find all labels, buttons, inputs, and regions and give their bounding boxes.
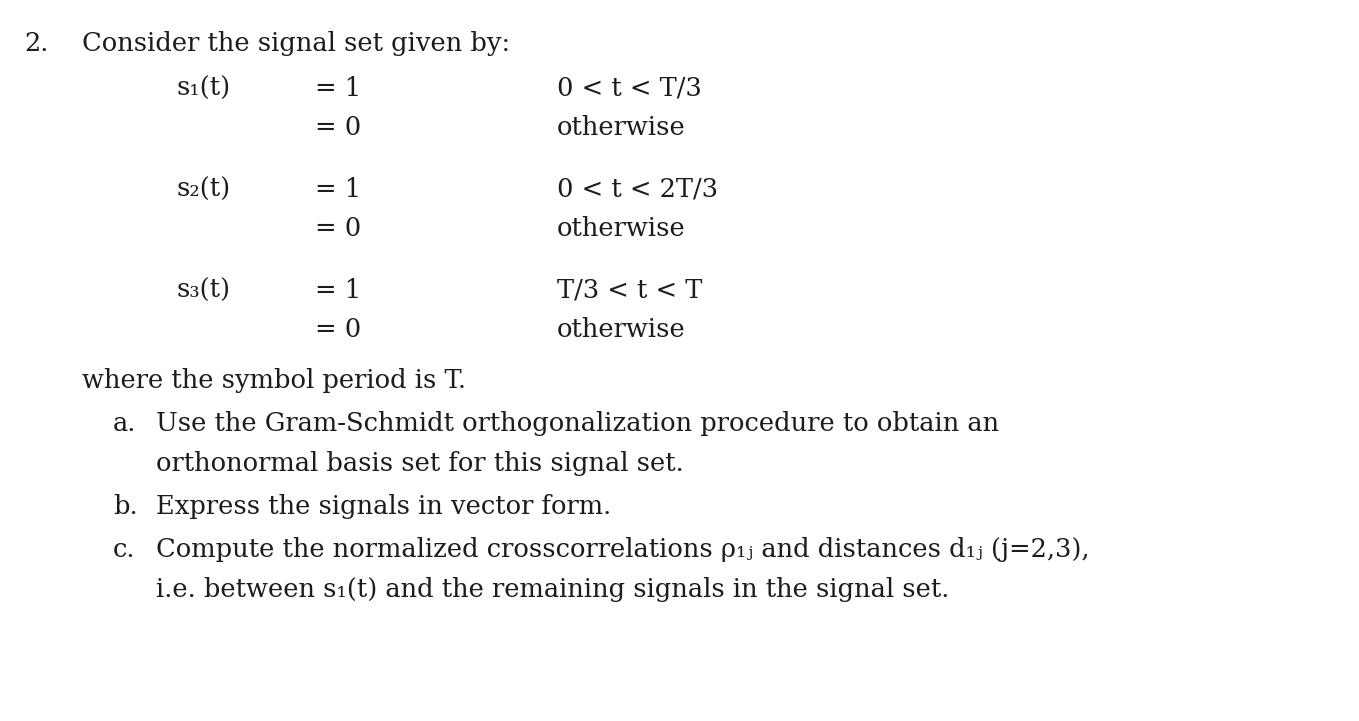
- Text: c.: c.: [113, 537, 136, 562]
- Text: = 0: = 0: [315, 115, 361, 141]
- Text: otherwise: otherwise: [557, 317, 686, 342]
- Text: otherwise: otherwise: [557, 115, 686, 141]
- Text: orthonormal basis set for this signal set.: orthonormal basis set for this signal se…: [156, 451, 684, 476]
- Text: Express the signals in vector form.: Express the signals in vector form.: [156, 494, 612, 519]
- Text: otherwise: otherwise: [557, 216, 686, 242]
- Text: b.: b.: [113, 494, 137, 519]
- Text: = 0: = 0: [315, 216, 361, 242]
- Text: T/3 < t < T: T/3 < t < T: [557, 278, 703, 303]
- Text: = 1: = 1: [315, 278, 361, 303]
- Text: s₂(t): s₂(t): [177, 177, 231, 202]
- Text: i.e. between s₁(t) and the remaining signals in the signal set.: i.e. between s₁(t) and the remaining sig…: [156, 577, 950, 602]
- Text: 0 < t < T/3: 0 < t < T/3: [557, 76, 703, 101]
- Text: = 1: = 1: [315, 76, 361, 101]
- Text: Compute the normalized crosscorrelations ρ₁ⱼ and distances d₁ⱼ (j=2,3),: Compute the normalized crosscorrelations…: [156, 537, 1090, 562]
- Text: = 1: = 1: [315, 177, 361, 202]
- Text: Consider the signal set given by:: Consider the signal set given by:: [82, 31, 510, 56]
- Text: 0 < t < 2T/3: 0 < t < 2T/3: [557, 177, 718, 202]
- Text: a.: a.: [113, 411, 136, 436]
- Text: s₃(t): s₃(t): [177, 278, 231, 303]
- Text: 2.: 2.: [24, 31, 49, 56]
- Text: = 0: = 0: [315, 317, 361, 342]
- Text: s₁(t): s₁(t): [177, 76, 231, 101]
- Text: Use the Gram-Schmidt orthogonalization procedure to obtain an: Use the Gram-Schmidt orthogonalization p…: [156, 411, 999, 436]
- Text: where the symbol period is T.: where the symbol period is T.: [82, 368, 466, 393]
